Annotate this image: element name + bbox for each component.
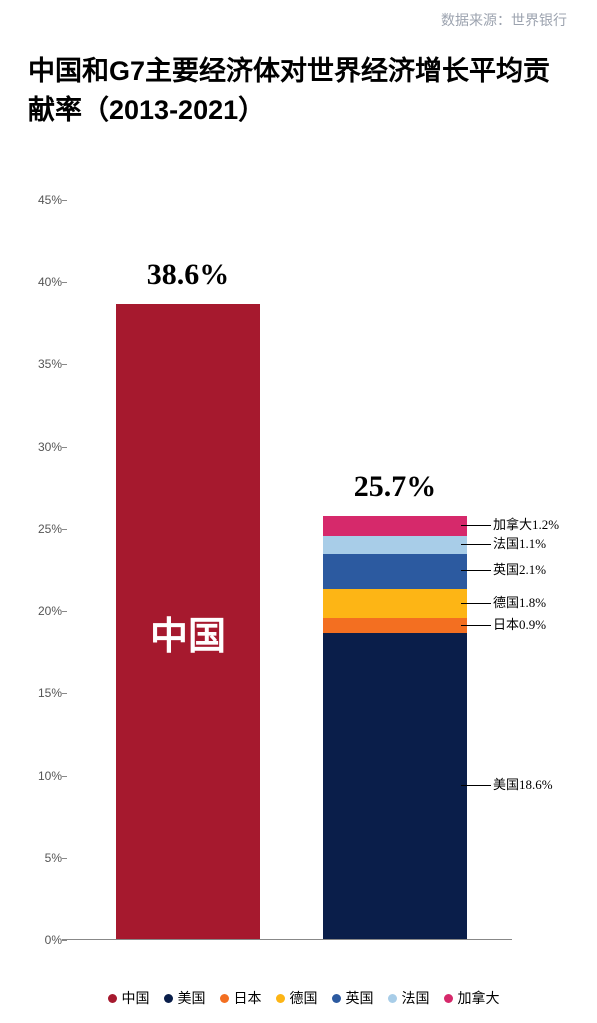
y-axis-tick: 20% bbox=[20, 604, 62, 618]
bar-inner-label: 中国 bbox=[116, 605, 260, 660]
segment-label: 美国18.6% bbox=[493, 774, 553, 793]
bar-segment bbox=[323, 554, 467, 589]
legend-swatch bbox=[276, 994, 285, 1003]
legend-swatch bbox=[164, 994, 173, 1003]
legend-label: 加拿大 bbox=[458, 988, 500, 1008]
leader-line bbox=[461, 603, 491, 604]
segment-label: 德国1.8% bbox=[493, 592, 546, 611]
legend-swatch bbox=[220, 994, 229, 1003]
legend-item: 英国 bbox=[332, 988, 374, 1008]
legend-label: 中国 bbox=[122, 988, 150, 1008]
leader-line bbox=[461, 785, 491, 786]
legend-swatch bbox=[388, 994, 397, 1003]
data-source-label: 数据来源：世界银行 bbox=[441, 10, 567, 30]
bar-segment bbox=[323, 536, 467, 554]
leader-line bbox=[461, 625, 491, 626]
y-axis-tick: 45% bbox=[20, 193, 62, 207]
legend-swatch bbox=[108, 994, 117, 1003]
plot-area: 38.6%中国25.7%美国18.6%日本0.9%德国1.8%英国2.1%法国1… bbox=[62, 200, 512, 940]
legend-item: 德国 bbox=[276, 988, 318, 1008]
bar-total-label: 38.6% bbox=[96, 258, 280, 292]
legend-label: 德国 bbox=[290, 988, 318, 1008]
y-axis-tick: 35% bbox=[20, 357, 62, 371]
y-axis-tick: 5% bbox=[20, 851, 62, 865]
leader-line bbox=[461, 570, 491, 571]
bar-segment bbox=[323, 589, 467, 619]
legend-label: 英国 bbox=[346, 988, 374, 1008]
segment-label: 英国2.1% bbox=[493, 559, 546, 578]
bar-segment bbox=[323, 618, 467, 633]
bar-segment bbox=[323, 633, 467, 939]
bar-segment bbox=[323, 516, 467, 536]
legend-item: 法国 bbox=[388, 988, 430, 1008]
chart-container: 0% 5% 10% 15% 20% 25% 30% 35% 40% 45% 38.6% 中国 25.7… bbox=[20, 190, 580, 960]
y-axis-tick: 40% bbox=[20, 275, 62, 289]
y-axis-tick: 10% bbox=[20, 769, 62, 783]
legend-swatch bbox=[444, 994, 453, 1003]
legend-item: 加拿大 bbox=[444, 988, 500, 1008]
legend-item: 美国 bbox=[164, 988, 206, 1008]
segment-label: 日本0.9% bbox=[493, 614, 546, 633]
legend-swatch bbox=[332, 994, 341, 1003]
bar-total-label: 25.7% bbox=[303, 470, 487, 504]
y-axis-tick: 30% bbox=[20, 440, 62, 454]
legend-label: 日本 bbox=[234, 988, 262, 1008]
y-axis-tick: 25% bbox=[20, 522, 62, 536]
legend-item: 日本 bbox=[220, 988, 262, 1008]
y-axis-tick: 15% bbox=[20, 686, 62, 700]
legend: 中国 美国 日本 德国 英国 法国 加拿大 bbox=[20, 988, 587, 1008]
segment-label: 法国1.1% bbox=[493, 533, 546, 552]
y-axis-tick: 0% bbox=[20, 933, 62, 947]
legend-item: 中国 bbox=[108, 988, 150, 1008]
leader-line bbox=[461, 525, 491, 526]
legend-label: 法国 bbox=[402, 988, 430, 1008]
segment-label: 加拿大1.2% bbox=[493, 514, 559, 533]
legend-label: 美国 bbox=[178, 988, 206, 1008]
chart-title: 中国和G7主要经济体对世界经济增长平均贡献率（2013-2021） bbox=[28, 52, 569, 130]
leader-line bbox=[461, 544, 491, 545]
